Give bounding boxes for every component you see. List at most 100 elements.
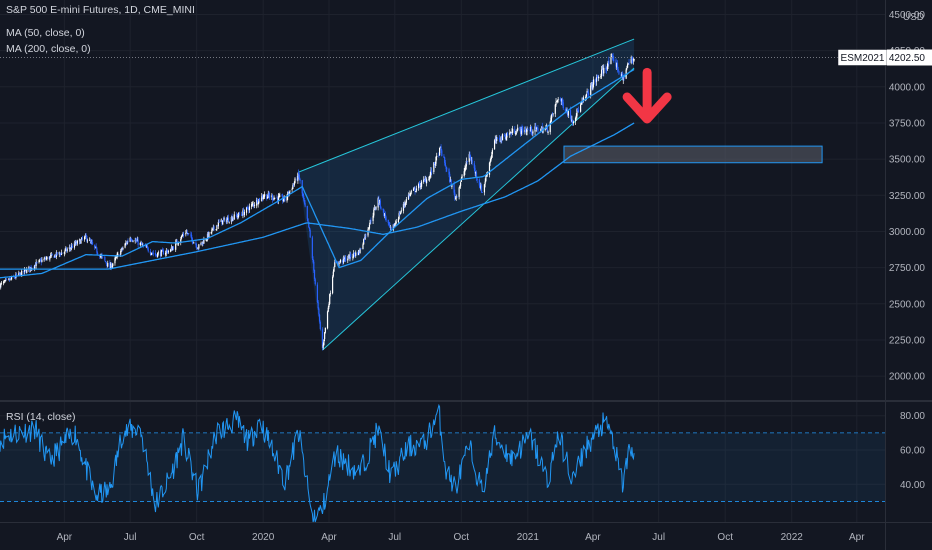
candle-body	[170, 249, 172, 252]
candle-body	[388, 222, 390, 224]
candle-body	[104, 256, 106, 261]
candle-body	[428, 179, 430, 181]
candle-body	[274, 197, 276, 199]
candle-body	[611, 55, 614, 57]
price-tick-label: 3000.00	[889, 227, 926, 238]
candle-body	[616, 63, 619, 70]
candle-body	[373, 209, 375, 216]
candle-body	[228, 221, 230, 223]
candle-body	[14, 277, 16, 279]
candle-body	[125, 242, 128, 244]
candle-body	[504, 136, 507, 140]
candle-body	[392, 224, 394, 230]
candle-body	[237, 215, 239, 217]
candle-body	[0, 283, 2, 288]
candle-body	[251, 204, 253, 207]
candle-body	[352, 256, 354, 258]
candle-body	[313, 261, 315, 271]
candle-body	[273, 197, 275, 201]
candle-body	[85, 234, 87, 237]
candle-body	[429, 174, 431, 177]
candle-body	[491, 155, 493, 158]
candle-body	[535, 125, 537, 130]
candle-body	[522, 128, 524, 133]
candle-body	[499, 141, 501, 142]
candle-body	[423, 179, 426, 181]
candle-body	[83, 236, 86, 240]
candle-body	[383, 209, 385, 217]
candle-body	[398, 213, 400, 220]
candle-body	[399, 212, 401, 215]
candle-body	[327, 307, 329, 312]
candle-body	[319, 321, 321, 330]
candle-body	[433, 162, 436, 165]
candle-body	[289, 190, 291, 192]
candle-body	[418, 183, 420, 184]
candle-body	[297, 173, 299, 181]
candle-body	[352, 253, 355, 258]
candle-body	[286, 196, 288, 201]
candle-body	[350, 253, 352, 258]
time-tick-label: Jul	[388, 532, 401, 543]
candle-body	[0, 282, 3, 284]
candle-body	[459, 182, 462, 186]
candle-body	[130, 239, 133, 241]
candle-body	[243, 210, 245, 215]
candle-body	[117, 253, 119, 255]
candle-body	[238, 212, 240, 217]
candle-body	[287, 191, 290, 195]
candle-body	[110, 263, 112, 269]
candle-body	[475, 172, 478, 178]
candle-body	[474, 167, 476, 173]
rsi-tick-label: 40.00	[900, 480, 925, 491]
candle-body	[124, 243, 126, 248]
candle-body	[188, 233, 190, 234]
candle-body	[532, 131, 534, 134]
candle-body	[175, 242, 177, 250]
candle-body	[236, 215, 238, 218]
candle-body	[218, 221, 220, 223]
candle-body	[26, 268, 28, 273]
candle-body	[140, 243, 142, 244]
candle-body	[185, 232, 187, 235]
candle-body	[147, 248, 149, 252]
candle-body	[364, 234, 366, 240]
candle-body	[109, 262, 111, 269]
candle-body	[363, 238, 365, 245]
candle-body	[114, 258, 116, 264]
candle-body	[253, 204, 256, 206]
candle-body	[441, 150, 443, 156]
candle-body	[155, 254, 157, 256]
time-tick-label: Oct	[717, 532, 733, 543]
candle-body	[156, 254, 158, 257]
candle-body	[222, 220, 224, 225]
candle-body	[362, 244, 364, 250]
candle-body	[484, 181, 486, 185]
candle-body	[247, 206, 249, 209]
candle-body	[626, 64, 629, 68]
candle-body	[333, 267, 335, 272]
candle-body	[120, 248, 123, 251]
candle-body	[44, 257, 46, 259]
candle-body	[40, 260, 42, 263]
candle-body	[193, 242, 195, 244]
ma200-legend: MA (200, close, 0)	[6, 43, 91, 55]
candle-body	[400, 210, 402, 212]
candle-body	[157, 252, 159, 254]
candle-body	[506, 133, 509, 136]
candle-body	[55, 252, 57, 257]
candle-body	[3, 281, 5, 284]
candle-body	[76, 240, 78, 244]
candle-body	[561, 99, 564, 104]
candle-body	[377, 198, 379, 208]
candle-body	[485, 175, 487, 181]
candle-body	[71, 246, 73, 249]
candle-body	[590, 83, 593, 85]
candle-body	[433, 162, 435, 172]
candle-body	[160, 250, 162, 257]
candle-body	[121, 248, 123, 250]
candle-body	[520, 126, 522, 135]
candle-body	[580, 104, 582, 112]
candle-body	[192, 242, 194, 244]
candle-body	[631, 58, 633, 60]
